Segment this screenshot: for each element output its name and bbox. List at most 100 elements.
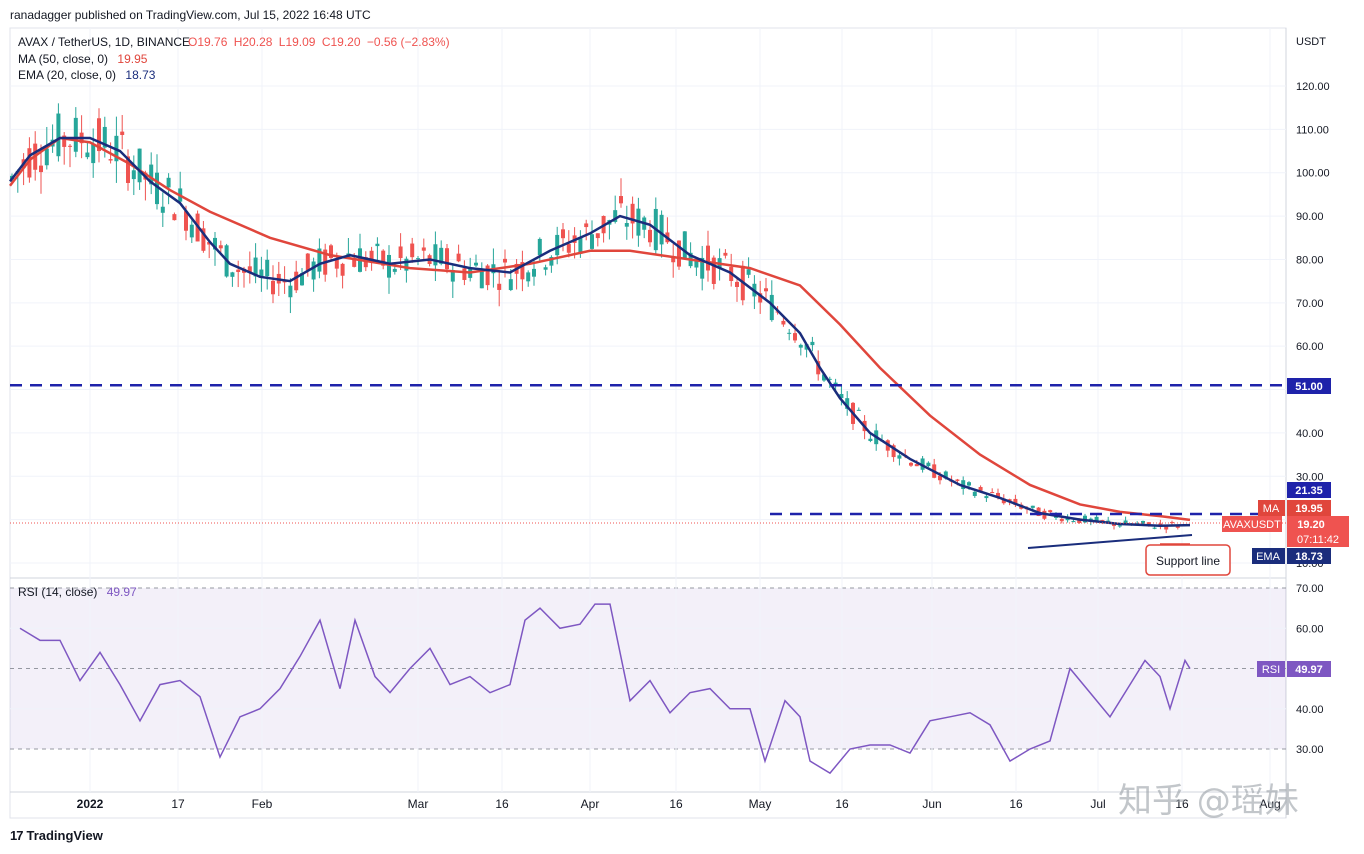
candle-body — [445, 248, 449, 270]
legend-ma-label: MA (50, close, 0) — [18, 52, 108, 66]
candle-body — [659, 214, 664, 245]
candle-body — [1094, 516, 1099, 522]
price-tick-label: 70.00 — [1296, 298, 1324, 310]
time-tick-label: Aug — [1259, 797, 1280, 811]
candle-body — [1100, 520, 1105, 522]
candle-body — [392, 268, 397, 272]
candle-body — [1146, 522, 1151, 525]
time-tick-label: 16 — [835, 797, 849, 811]
candle-body — [990, 492, 995, 494]
candle-body — [456, 253, 461, 262]
candle-body — [1059, 518, 1064, 522]
candle-body — [961, 480, 966, 490]
ma-badge-value: 19.95 — [1295, 503, 1323, 515]
candle-body — [706, 245, 710, 271]
time-tick-label: May — [749, 797, 772, 811]
candle-body — [996, 492, 1000, 498]
candle-body — [259, 269, 264, 278]
candle-body — [160, 206, 165, 213]
candle-body — [561, 229, 565, 239]
grid — [10, 28, 1286, 792]
legend-ema-value: 18.73 — [125, 68, 155, 82]
ema-tag — [1252, 548, 1285, 564]
price-tick-label: 30.00 — [1296, 471, 1324, 483]
footer-brand[interactable]: 17 TradingView — [10, 828, 103, 843]
candle-body — [416, 258, 420, 260]
candle-body — [218, 245, 223, 249]
candle-body — [85, 152, 90, 158]
rsi-line — [19, 603, 1191, 775]
legend-rsi-label: RSI (14, close) — [18, 585, 97, 599]
candle-body — [787, 332, 792, 334]
candle-body — [247, 266, 252, 273]
candle-body — [329, 245, 333, 258]
legend-ema: EMA (20, close, 0) 18.73 — [18, 68, 156, 82]
candle-body — [827, 378, 832, 380]
candle-body — [590, 234, 594, 249]
candle-body — [1123, 520, 1128, 525]
candle-body — [624, 223, 629, 227]
candle-body — [839, 394, 844, 399]
candle-body — [1117, 525, 1122, 527]
rsi-badge — [1287, 661, 1331, 677]
price-tick-label: 90.00 — [1296, 211, 1324, 223]
rsi-tag-label: RSI — [1262, 664, 1280, 676]
legend-ema-label: EMA (20, close, 0) — [18, 68, 116, 82]
candle-body — [91, 144, 96, 164]
candle-body — [613, 210, 618, 222]
candle-body — [253, 257, 258, 277]
time-tick-label: 17 — [171, 797, 185, 811]
level-51-value: 51.00 — [1295, 381, 1323, 393]
candle-body — [1141, 520, 1145, 524]
candle-body — [520, 262, 525, 280]
candle-body — [166, 177, 171, 188]
candle-body — [868, 438, 873, 441]
watermark: 知乎 @瑶妹 — [1118, 781, 1299, 821]
candle-body — [131, 170, 136, 180]
candle-body — [619, 196, 623, 204]
candle-body — [230, 272, 235, 277]
candle-body — [410, 243, 415, 258]
candle-body — [334, 259, 339, 269]
level-51-badge — [1287, 378, 1331, 394]
legend-open: O19.76 — [188, 35, 228, 49]
rsi-tick-label: 40.00 — [1296, 704, 1324, 716]
level-21-badge — [1287, 482, 1331, 498]
candle-body — [503, 258, 507, 263]
candle-body — [984, 496, 989, 499]
candle-body — [149, 164, 154, 185]
candle-body — [746, 269, 751, 275]
candle-body — [1013, 498, 1018, 505]
candle-body — [758, 293, 763, 303]
candle-body — [381, 250, 386, 266]
candle-body — [1152, 527, 1157, 529]
candle-body — [184, 211, 188, 231]
rsi-band — [10, 588, 1286, 749]
legend-ma: MA (50, close, 0) 19.95 — [18, 52, 148, 66]
indicator-lines — [9, 136, 1191, 775]
legend-change: −0.56 (−2.83%) — [367, 35, 450, 49]
time-tick-label: Apr — [581, 797, 600, 811]
axes: 120.00110.00100.0090.0080.0070.0060.0050… — [77, 81, 1330, 811]
time-tick-label: Jul — [1090, 797, 1105, 811]
rsi-badge-value: 49.97 — [1295, 664, 1323, 676]
time-tick-label: Mar — [408, 797, 429, 811]
candle-body — [682, 231, 687, 260]
rsi-tick-label: 70.00 — [1296, 583, 1324, 595]
candle-body — [305, 253, 310, 271]
ma-tag-label: MA — [1263, 503, 1280, 515]
footer-brand-label: TradingView — [26, 828, 103, 843]
ema-badge-value: 18.73 — [1295, 551, 1323, 563]
candle-body — [648, 229, 652, 243]
candle-body — [207, 241, 212, 245]
candle-body — [300, 273, 304, 286]
candle-body — [102, 126, 107, 148]
legend-ohlc: O19.76 H20.28 L19.09 C19.20 −0.56 (−2.83… — [188, 35, 450, 49]
candle-body — [972, 491, 977, 496]
candle-body — [189, 224, 194, 238]
candle-body — [816, 361, 821, 375]
candle-body — [532, 268, 536, 277]
candle-body — [723, 252, 728, 256]
candle-body — [108, 159, 113, 161]
